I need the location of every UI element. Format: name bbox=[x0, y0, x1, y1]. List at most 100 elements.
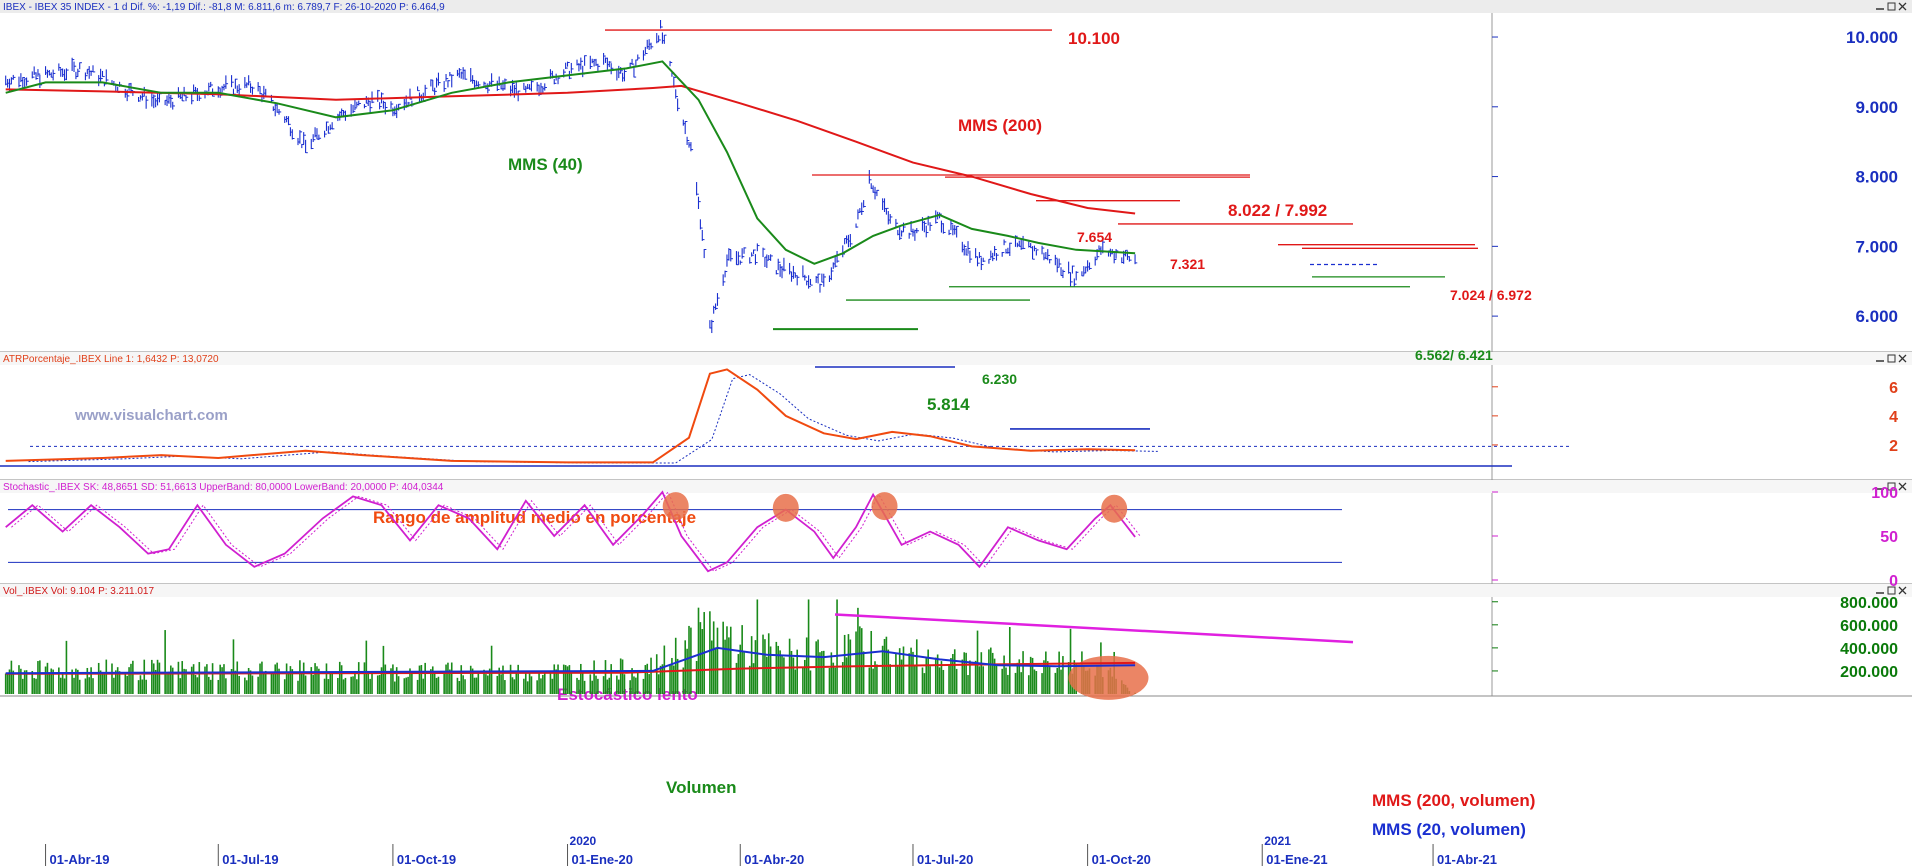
volume-bar bbox=[185, 669, 187, 694]
volume-bar bbox=[591, 680, 594, 694]
volume-bar bbox=[145, 679, 147, 694]
y-tick-label: 400.000 bbox=[1840, 641, 1898, 658]
volume-bar bbox=[764, 639, 766, 694]
volume-bar bbox=[657, 674, 660, 694]
volume-bar bbox=[593, 660, 595, 694]
volume-bar bbox=[961, 659, 964, 694]
volume-bar bbox=[836, 599, 838, 694]
panel-header-bar bbox=[0, 352, 1912, 365]
volume-bar bbox=[223, 664, 225, 694]
maximize-icon[interactable] bbox=[1887, 354, 1896, 363]
volume-bar bbox=[887, 649, 890, 694]
y-axis-area bbox=[1492, 493, 1912, 584]
close-icon[interactable] bbox=[1898, 354, 1907, 363]
volume-bar bbox=[726, 626, 728, 694]
volume-bar bbox=[699, 622, 702, 694]
volume-bar bbox=[12, 670, 15, 694]
volume-bar bbox=[285, 663, 288, 694]
close-icon[interactable] bbox=[1898, 482, 1907, 491]
volume-bar bbox=[340, 665, 343, 694]
window-controls[interactable] bbox=[1876, 482, 1907, 491]
level-label-5814: 5.814 bbox=[927, 395, 970, 414]
volume-bar bbox=[1003, 655, 1005, 694]
volume-panel[interactable]: Volumen MMS (200, volumen) MMS (20, volume… bbox=[4, 599, 1536, 839]
volume-bar bbox=[555, 669, 557, 694]
volume-bar bbox=[283, 679, 286, 694]
volume-bar bbox=[750, 636, 753, 694]
maximize-icon[interactable] bbox=[1887, 2, 1896, 11]
volume-bar bbox=[859, 626, 861, 694]
volume-bar bbox=[318, 668, 320, 694]
volume-bar bbox=[435, 677, 438, 694]
y-axis-area bbox=[1492, 365, 1912, 480]
volume-bar bbox=[990, 647, 992, 694]
volume-bar bbox=[604, 660, 607, 694]
volume-bar bbox=[445, 664, 447, 694]
volume-bar bbox=[118, 671, 121, 694]
volume-bar bbox=[1001, 668, 1003, 694]
volume-bar bbox=[78, 679, 81, 694]
volume-bar bbox=[90, 667, 92, 694]
maximize-icon[interactable] bbox=[1887, 482, 1896, 491]
volume-bar bbox=[171, 667, 174, 694]
volume-bar bbox=[602, 676, 605, 694]
volume-bar bbox=[458, 680, 461, 694]
volume-bar bbox=[769, 646, 772, 694]
volume-bar bbox=[422, 678, 425, 694]
y-axis-area bbox=[1492, 13, 1912, 352]
volume-bar bbox=[843, 634, 846, 694]
y-tick-label: 6 bbox=[1889, 380, 1898, 397]
volume-bar bbox=[270, 673, 273, 694]
volume-bar bbox=[287, 673, 290, 694]
volume-bar bbox=[915, 639, 918, 694]
volume-bar bbox=[4, 673, 7, 694]
volume-bar bbox=[967, 675, 969, 694]
volume-bar bbox=[557, 664, 559, 694]
volume-bar bbox=[617, 679, 620, 694]
volume-bar bbox=[488, 668, 491, 694]
volume-bar bbox=[1045, 651, 1047, 694]
volume-bar bbox=[743, 651, 745, 694]
volume-bar bbox=[908, 653, 910, 694]
volume-bar bbox=[762, 634, 764, 694]
price-panel[interactable]: 10.100 MMS (200) MMS (40) 8.022 / 7.992 7.65… bbox=[5, 20, 1532, 424]
volume-bar bbox=[475, 677, 478, 694]
volume-bar bbox=[329, 673, 332, 694]
window-controls[interactable] bbox=[1876, 586, 1907, 595]
volume-bar bbox=[128, 667, 130, 694]
panel-header-stoch: Stochastic_.IBEX SK: 48,8651 SD: 51,6613… bbox=[0, 480, 1912, 493]
maximize-icon[interactable] bbox=[1887, 586, 1896, 595]
volume-bar bbox=[37, 661, 39, 694]
volume-bar bbox=[712, 621, 715, 694]
volume-bar bbox=[756, 599, 759, 694]
close-icon[interactable] bbox=[1898, 2, 1907, 11]
volume-bar bbox=[485, 674, 487, 694]
volume-bar bbox=[209, 679, 212, 694]
window-controls[interactable] bbox=[1876, 354, 1907, 363]
volume-bar bbox=[876, 664, 878, 694]
volume-bar bbox=[982, 666, 985, 694]
volume-bar bbox=[803, 659, 806, 694]
volume-bar bbox=[314, 663, 316, 694]
volume-bar bbox=[1029, 656, 1032, 694]
volume-bar bbox=[447, 662, 449, 694]
volume-bar bbox=[302, 662, 305, 694]
volume-bar bbox=[794, 669, 797, 694]
window-controls[interactable] bbox=[1876, 2, 1907, 11]
atr-signal-line bbox=[28, 374, 1158, 464]
volume-bar bbox=[352, 676, 354, 694]
volume-bar bbox=[874, 661, 876, 694]
level-label-7024: 7.024 / 6.972 bbox=[1450, 287, 1532, 303]
volume-bar bbox=[437, 676, 440, 694]
volume-bar bbox=[88, 677, 91, 694]
volume-bar bbox=[116, 667, 119, 694]
volume-bar bbox=[179, 678, 182, 694]
volume-bar bbox=[754, 640, 757, 694]
y-tick-label: 800.000 bbox=[1840, 595, 1898, 612]
volume-bar bbox=[517, 664, 519, 694]
watermark: www.visualchart.com bbox=[74, 407, 228, 424]
close-icon[interactable] bbox=[1898, 586, 1907, 595]
volume-bar bbox=[805, 637, 808, 694]
volume-bar bbox=[342, 679, 345, 694]
y-tick-label: 2 bbox=[1889, 438, 1898, 455]
